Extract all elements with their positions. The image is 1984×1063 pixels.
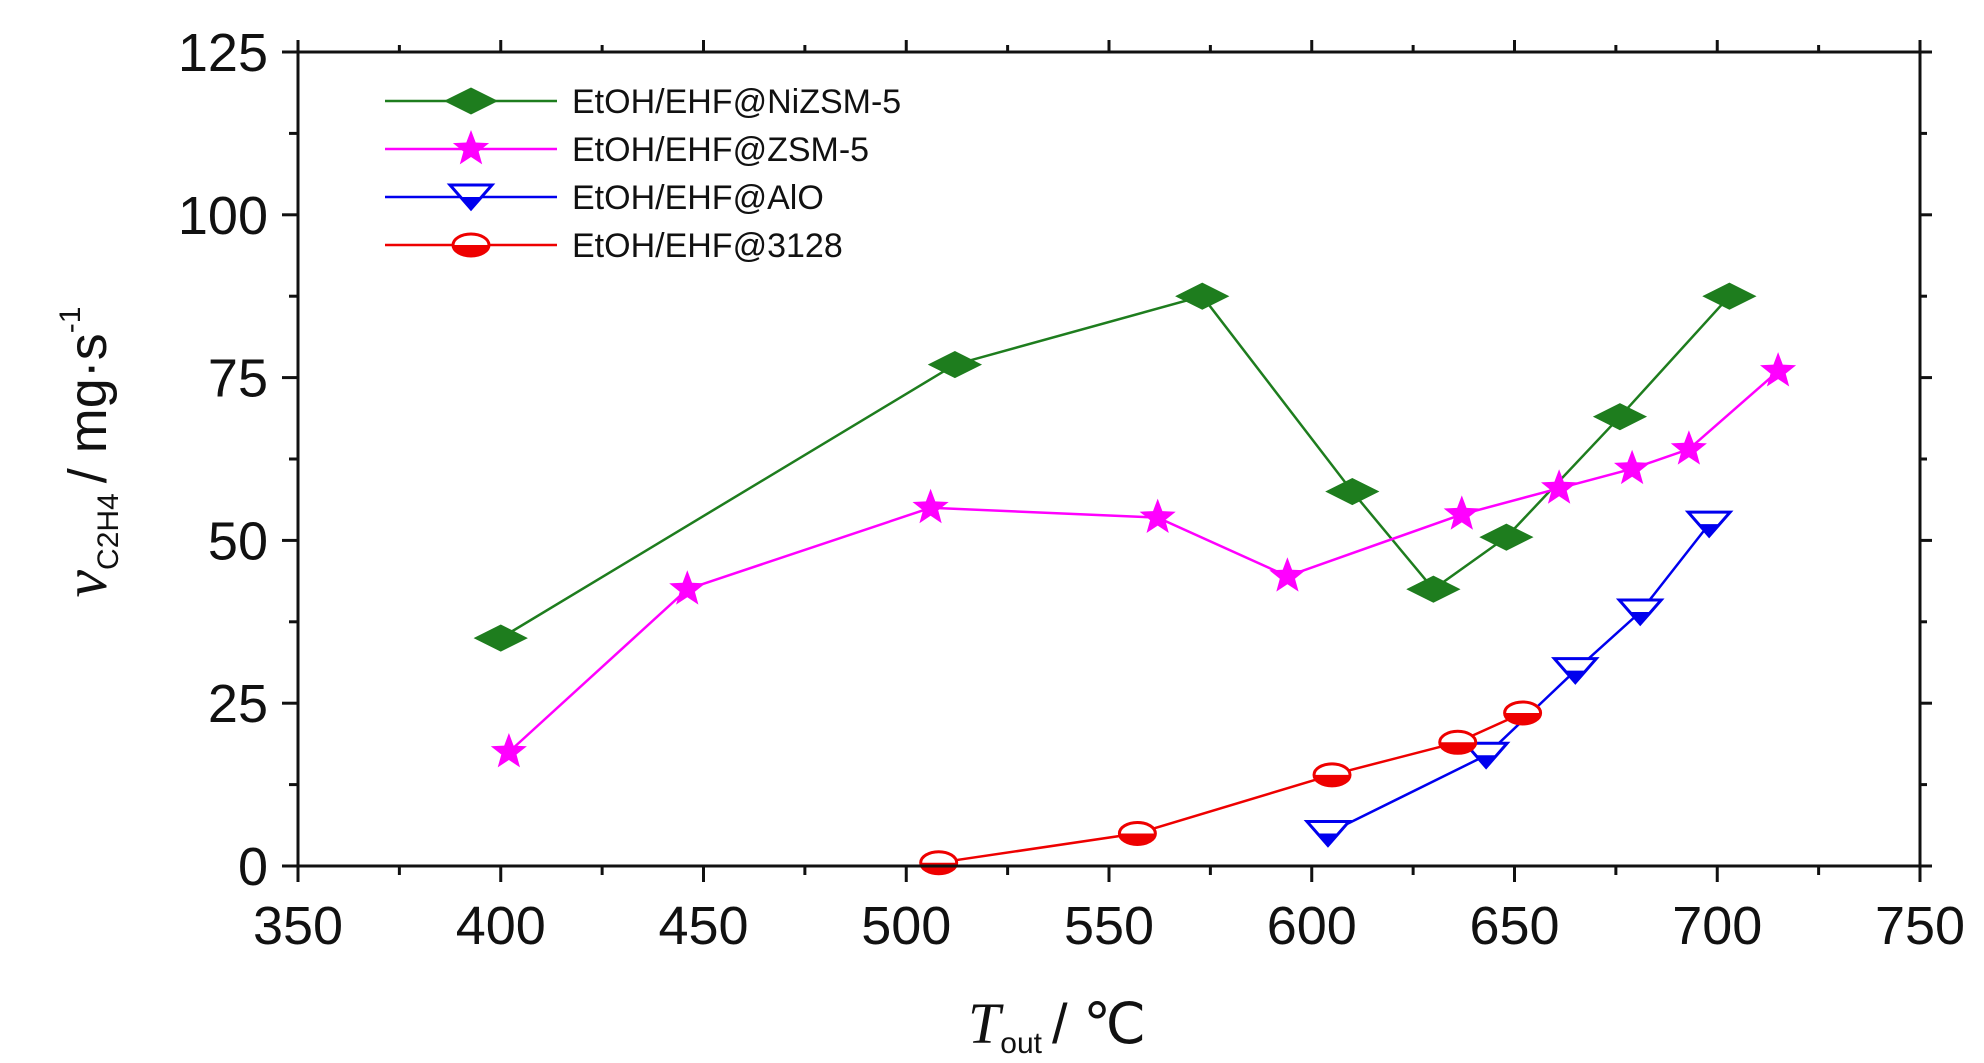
data-point [919,850,959,876]
data-point [1614,449,1651,485]
data-point [1461,741,1511,770]
y-tick-label: 125 [178,23,268,83]
legend: EtOH/EHF@NiZSM-5 EtOH/EHF@ZSM-5 EtOH/EHF@A… [385,83,901,265]
data-point [1670,430,1707,465]
y-tick-label: 100 [178,186,268,246]
data-point [473,624,528,652]
legend-label: EtOH/EHF@AlO [572,179,824,217]
legend-entry: EtOH/EHF@ZSM-5 [385,130,869,169]
data-point [1551,657,1600,685]
legend-marker [452,130,490,165]
legend-marker [451,232,491,258]
legend-marker [443,87,499,115]
data-point [1312,762,1352,788]
data-point [1615,598,1665,627]
x-tick-label: 400 [456,896,546,956]
data-point [1438,729,1478,755]
x-tick-label: 550 [1064,896,1154,956]
y-axis-title: vC2H4 / mg·s-1 [52,307,125,598]
y-tick-label: 50 [208,511,268,571]
y-axis-superscript: -1 [54,307,87,334]
data-point [1702,282,1757,310]
data-point [1592,403,1648,431]
data-point [1684,510,1734,539]
series-line [1327,523,1711,835]
series-3 [919,700,1543,876]
y-axis-symbol: v [52,569,120,597]
y-tick-label: 75 [208,349,268,409]
x-tick-label: 650 [1469,896,1559,956]
plot-layer [473,282,1797,876]
legend-marker [446,183,496,212]
x-tick-label: 600 [1267,896,1357,956]
x-axis-symbol: T [968,991,1004,1056]
data-point [1503,700,1543,726]
x-tick-label: 450 [658,896,748,956]
data-point [1479,523,1534,551]
x-axis-unit: / ℃ [1052,992,1146,1055]
x-tick-label: 350 [253,896,343,956]
data-point [490,733,527,768]
x-tick-label: 500 [861,896,951,956]
series-line [500,294,1731,640]
data-point [1139,498,1176,533]
series-line [938,711,1524,864]
legend-label: EtOH/EHF@NiZSM-5 [572,83,901,121]
legend-entry: EtOH/EHF@NiZSM-5 [385,83,901,121]
series-0 [473,282,1757,652]
data-point [1760,352,1797,387]
data-point [927,351,983,379]
data-point [1443,495,1480,530]
axes-layer: 350 400 450 500 550 600 650 700 750 0 25 50 75 100 125 [178,23,1965,956]
data-point [1117,820,1157,846]
y-tick-label: 0 [238,837,268,897]
y-tick-label: 25 [208,674,268,734]
data-point [1303,819,1353,848]
data-point [1325,478,1380,506]
data-point [912,488,949,524]
x-tick-label: 750 [1875,896,1965,956]
plot-frame [296,50,1922,868]
axis-titles: Tout / ℃ vC2H4 / mg·s-1 [52,307,1146,1060]
series-2 [1303,510,1734,848]
x-axis-subscript: out [1000,1027,1042,1060]
y-axis-subscript: C2H4 [92,493,125,570]
data-point [1541,469,1578,504]
x-axis-title: Tout / ℃ [968,991,1146,1060]
series-line [508,370,1779,753]
legend-entry: EtOH/EHF@AlO [385,179,824,217]
legend-entry: EtOH/EHF@3128 [385,227,843,265]
data-point [1406,575,1461,603]
data-point [1269,557,1306,592]
legend-label: EtOH/EHF@ZSM-5 [572,131,869,169]
data-point [669,570,706,605]
y-axis-unit: / mg·s [58,333,118,483]
data-point [1175,282,1230,310]
series-1 [490,352,1797,768]
legend-label: EtOH/EHF@3128 [572,227,843,265]
x-tick-label: 700 [1672,896,1762,956]
